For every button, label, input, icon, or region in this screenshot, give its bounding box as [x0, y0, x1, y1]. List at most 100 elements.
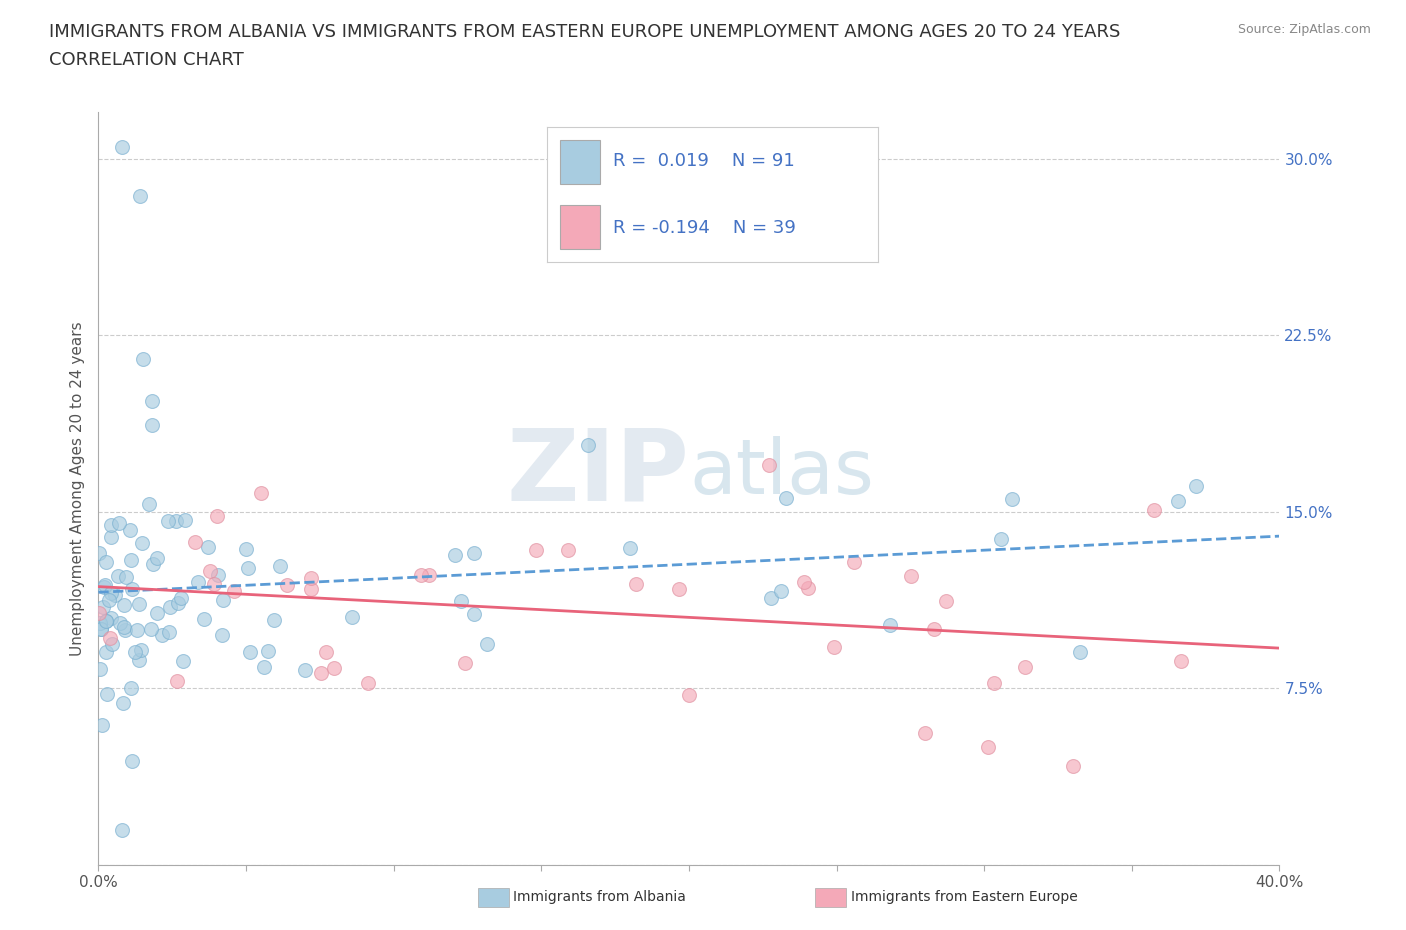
- Point: [842, 555, 865, 570]
- Point: [112, 597, 135, 612]
- Point: [100, 631, 122, 645]
- Point: [142, 557, 165, 572]
- Point: [89, 661, 111, 676]
- Point: [93, 579, 115, 594]
- Point: [322, 660, 344, 675]
- Point: [128, 596, 150, 611]
- Point: [823, 639, 845, 654]
- Point: [120, 552, 142, 567]
- Point: [197, 539, 219, 554]
- Point: [463, 545, 485, 560]
- Point: [115, 569, 138, 584]
- Point: [120, 681, 142, 696]
- Point: [94, 644, 117, 659]
- Point: [91, 717, 114, 732]
- Point: [172, 654, 194, 669]
- Point: [166, 673, 188, 688]
- Point: [299, 570, 322, 585]
- Point: [224, 584, 246, 599]
- Point: [141, 418, 163, 432]
- Point: [94, 554, 117, 569]
- Point: [94, 614, 117, 629]
- Point: [922, 621, 945, 636]
- Point: [668, 582, 690, 597]
- Point: [121, 753, 143, 768]
- Point: [111, 696, 134, 711]
- Point: [309, 665, 332, 680]
- Point: [141, 621, 163, 636]
- Point: [207, 567, 229, 582]
- Text: ZIP: ZIP: [506, 425, 689, 522]
- Point: [146, 606, 169, 621]
- Point: [111, 140, 134, 154]
- Point: [793, 575, 815, 590]
- Point: [900, 569, 922, 584]
- Point: [187, 575, 209, 590]
- Point: [1167, 494, 1189, 509]
- Point: [98, 592, 121, 607]
- Point: [120, 523, 142, 538]
- Point: [96, 613, 118, 628]
- Point: [1062, 759, 1084, 774]
- Point: [619, 541, 641, 556]
- Point: [759, 591, 782, 605]
- Point: [169, 591, 191, 605]
- Text: atlas: atlas: [689, 436, 873, 511]
- Point: [132, 352, 155, 366]
- Point: [475, 637, 498, 652]
- Point: [879, 618, 901, 633]
- Point: [463, 606, 485, 621]
- Point: [257, 644, 280, 658]
- Point: [138, 496, 160, 511]
- Point: [557, 542, 579, 557]
- Text: IMMIGRANTS FROM ALBANIA VS IMMIGRANTS FROM EASTERN EUROPE UNEMPLOYMENT AMONG AGE: IMMIGRANTS FROM ALBANIA VS IMMIGRANTS FR…: [49, 23, 1121, 41]
- Text: Immigrants from Eastern Europe: Immigrants from Eastern Europe: [851, 890, 1077, 905]
- Point: [100, 637, 122, 652]
- Point: [576, 438, 599, 453]
- Point: [914, 725, 936, 740]
- Point: [124, 644, 146, 659]
- Point: [211, 628, 233, 643]
- Point: [418, 568, 440, 583]
- Point: [357, 676, 380, 691]
- Point: [157, 625, 180, 640]
- Point: [409, 567, 432, 582]
- Point: [108, 515, 131, 530]
- Point: [269, 559, 291, 574]
- Point: [775, 491, 797, 506]
- Point: [89, 616, 111, 631]
- Point: [263, 613, 285, 628]
- Point: [797, 581, 820, 596]
- Point: [167, 596, 190, 611]
- Point: [100, 585, 122, 600]
- Point: [301, 581, 323, 596]
- Point: [524, 542, 547, 557]
- Point: [131, 536, 153, 551]
- Point: [108, 616, 131, 631]
- Point: [1014, 660, 1036, 675]
- Point: [129, 643, 152, 658]
- Point: [450, 593, 472, 608]
- Text: Immigrants from Albania: Immigrants from Albania: [513, 890, 686, 905]
- Point: [977, 739, 1000, 754]
- Point: [253, 659, 276, 674]
- Point: [165, 514, 187, 529]
- Point: [146, 551, 169, 565]
- Point: [200, 564, 222, 578]
- Point: [90, 622, 112, 637]
- Point: [276, 578, 298, 592]
- Point: [89, 545, 111, 560]
- Point: [294, 662, 316, 677]
- Point: [235, 541, 257, 556]
- Point: [1143, 502, 1166, 517]
- Y-axis label: Unemployment Among Ages 20 to 24 years: Unemployment Among Ages 20 to 24 years: [69, 321, 84, 656]
- Point: [111, 822, 134, 837]
- Point: [121, 582, 143, 597]
- Text: CORRELATION CHART: CORRELATION CHART: [49, 51, 245, 69]
- Point: [103, 588, 125, 603]
- Point: [150, 628, 173, 643]
- Point: [96, 686, 118, 701]
- Point: [193, 611, 215, 626]
- Point: [156, 513, 179, 528]
- Point: [91, 600, 114, 615]
